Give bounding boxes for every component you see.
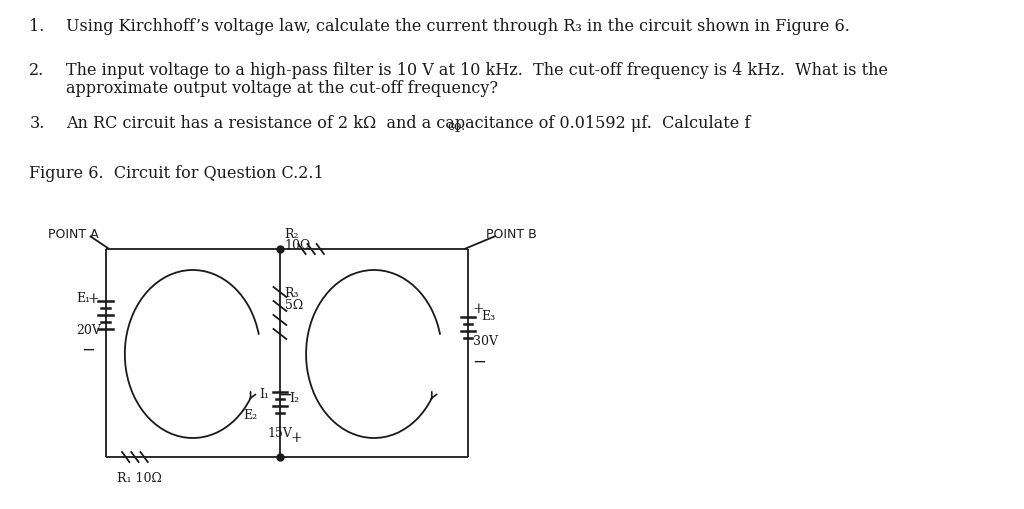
Text: I₂: I₂ <box>289 391 299 404</box>
Text: Figure 6.  Circuit for Question C.2.1: Figure 6. Circuit for Question C.2.1 <box>30 165 325 182</box>
Text: 10Ω: 10Ω <box>285 239 311 251</box>
Text: −: − <box>473 353 486 370</box>
Text: 20V: 20V <box>76 323 101 336</box>
Text: The input voltage to a high-pass filter is 10 V at 10 kHz.  The cut-off frequenc: The input voltage to a high-pass filter … <box>67 62 888 79</box>
Text: co.: co. <box>446 120 465 133</box>
Text: 2.: 2. <box>30 62 45 79</box>
Text: +: + <box>473 301 484 316</box>
Text: 3.: 3. <box>30 115 45 132</box>
Text: +: + <box>87 292 98 305</box>
Text: −: − <box>82 342 95 358</box>
Text: R₃: R₃ <box>285 287 299 299</box>
Text: E₂: E₂ <box>244 408 257 421</box>
Text: 15V: 15V <box>267 426 292 439</box>
Text: 1.: 1. <box>30 18 45 35</box>
Text: E₁: E₁ <box>76 292 90 304</box>
Text: 30V: 30V <box>473 334 498 347</box>
Text: −: − <box>279 386 292 403</box>
Text: R₂: R₂ <box>285 228 299 241</box>
Text: I₁: I₁ <box>260 387 269 400</box>
Text: E₃: E₃ <box>481 309 495 322</box>
Text: POINT A: POINT A <box>48 228 98 241</box>
Text: +: + <box>291 430 302 444</box>
Text: 5Ω: 5Ω <box>285 298 303 312</box>
Text: POINT B: POINT B <box>486 228 538 241</box>
Text: Using Kirchhoff’s voltage law, calculate the current through R₃ in the circuit s: Using Kirchhoff’s voltage law, calculate… <box>67 18 850 35</box>
Text: approximate output voltage at the cut-off frequency?: approximate output voltage at the cut-of… <box>67 80 498 97</box>
Text: An RC circuit has a resistance of 2 kΩ  and a capacitance of 0.01592 μf.  Calcul: An RC circuit has a resistance of 2 kΩ a… <box>67 115 751 132</box>
Text: R₁ 10Ω: R₁ 10Ω <box>117 471 162 484</box>
